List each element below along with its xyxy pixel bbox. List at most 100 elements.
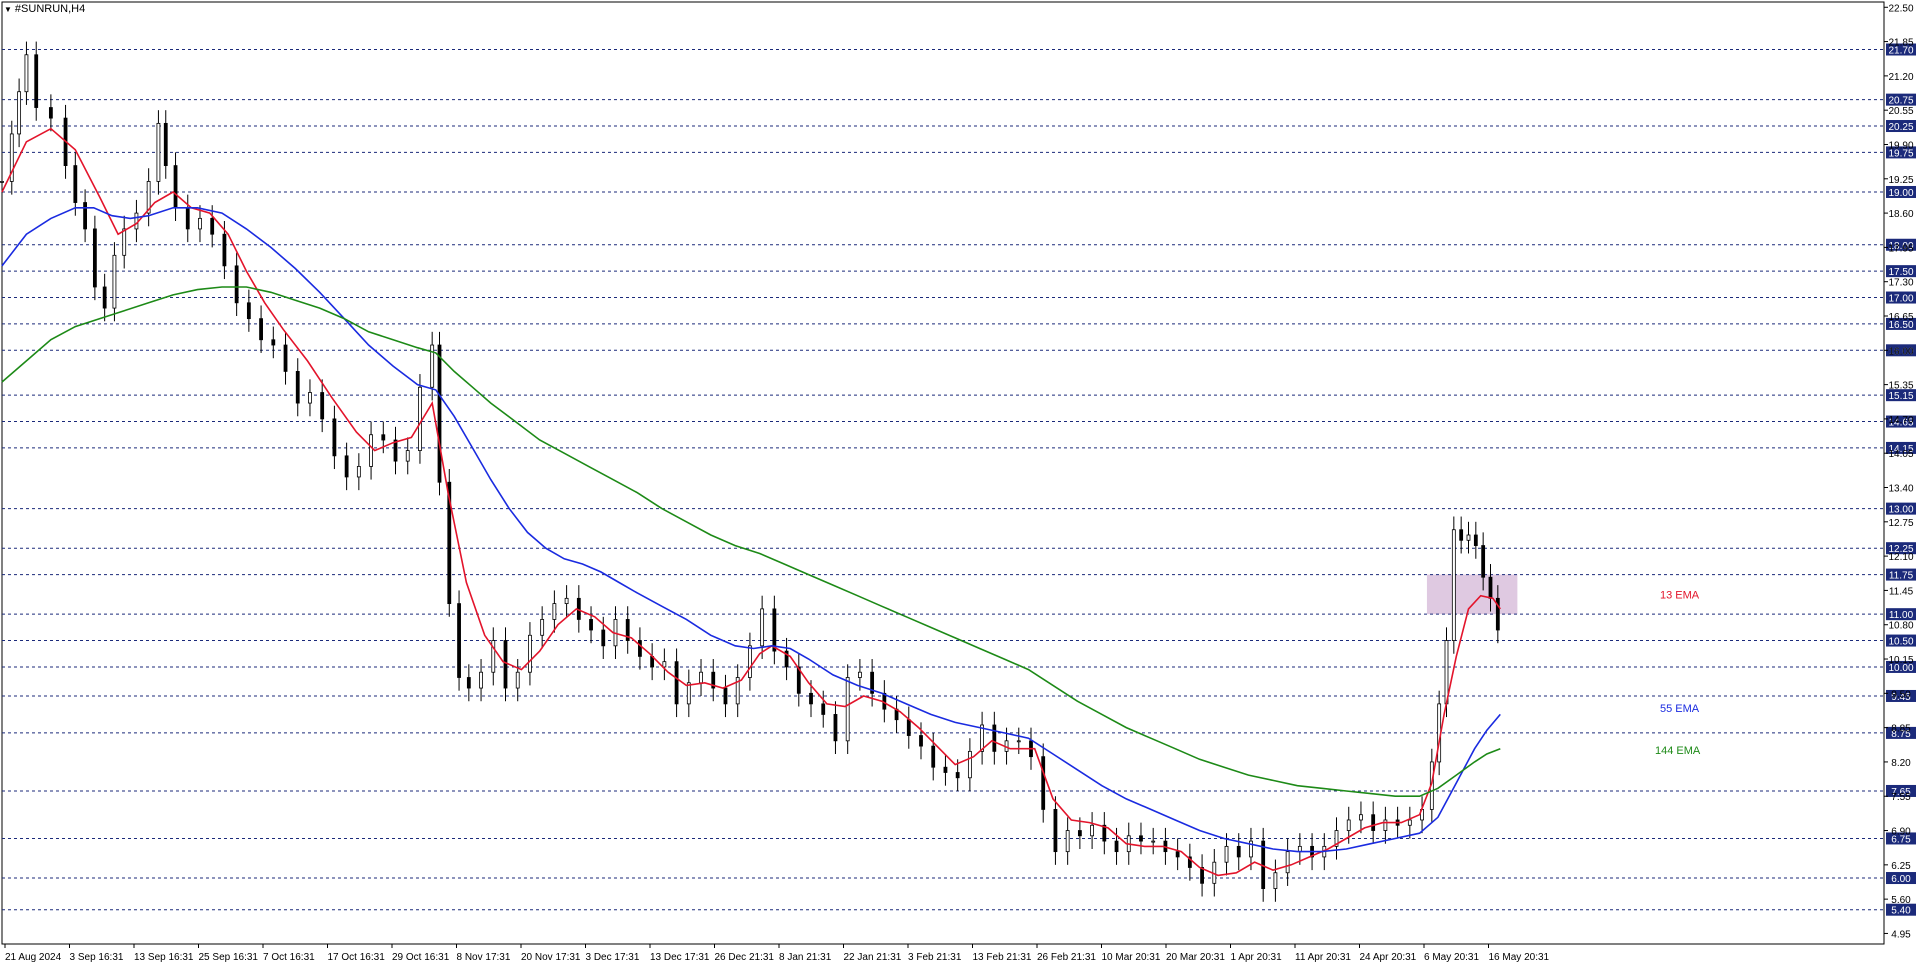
candle-body bbox=[1200, 867, 1204, 884]
y-tick-label: 16.00 bbox=[1888, 346, 1913, 357]
candle-body bbox=[1383, 819, 1388, 831]
y-tick-label: 11.45 bbox=[1889, 586, 1914, 597]
candle-body bbox=[943, 766, 948, 773]
level-tag bbox=[1886, 689, 1916, 702]
resistance-zone bbox=[1426, 574, 1518, 615]
level-tag-label: 17.50 bbox=[1888, 267, 1913, 278]
x-tick-label: 20 Mar 20:31 bbox=[1166, 952, 1225, 963]
level-tag bbox=[1886, 185, 1916, 198]
candle-body bbox=[503, 640, 508, 689]
candle-body bbox=[271, 339, 276, 346]
candle-body bbox=[122, 228, 127, 256]
candle-body bbox=[760, 608, 765, 647]
level-tag bbox=[1886, 872, 1916, 885]
candle-body bbox=[992, 724, 997, 752]
level-tag bbox=[1886, 608, 1916, 621]
level-tag-label: 9.45 bbox=[1891, 692, 1911, 703]
candle-body bbox=[457, 603, 461, 678]
y-tick-label: 17.30 bbox=[1888, 278, 1913, 289]
candle-body bbox=[34, 54, 39, 108]
y-tick-label: 10.15 bbox=[1888, 655, 1913, 666]
candle-body bbox=[17, 91, 22, 135]
y-tick-label: 14.70 bbox=[1888, 415, 1913, 426]
ema-label: 13 EMA bbox=[1660, 589, 1700, 601]
candle-body bbox=[711, 671, 716, 689]
level-tag-label: 19.00 bbox=[1888, 188, 1913, 199]
candle-body bbox=[845, 677, 850, 742]
y-tick-label: 5.60 bbox=[1891, 895, 1911, 906]
candle-body bbox=[112, 254, 117, 309]
candle-body bbox=[479, 671, 483, 689]
candle-body bbox=[1224, 845, 1229, 863]
candle-body bbox=[980, 724, 985, 752]
level-tag-label: 17.00 bbox=[1888, 294, 1913, 305]
level-tag-label: 18.00 bbox=[1888, 241, 1913, 252]
level-tag-label: 10.50 bbox=[1888, 637, 1913, 648]
level-tag-label: 20.25 bbox=[1888, 122, 1913, 133]
x-tick-label: 25 Sep 16:31 bbox=[199, 952, 259, 963]
candle-body bbox=[1459, 529, 1464, 541]
candle-body bbox=[540, 619, 545, 636]
y-tick-label: 8.20 bbox=[1891, 758, 1911, 769]
candle-body bbox=[686, 682, 691, 705]
level-tag-label: 14.65 bbox=[1888, 418, 1913, 429]
candle-body bbox=[1065, 830, 1070, 853]
candle-body bbox=[1077, 830, 1082, 837]
level-tag-label: 13.00 bbox=[1888, 505, 1913, 516]
ema-line bbox=[1, 127, 1501, 877]
level-tag bbox=[1886, 389, 1916, 402]
candle-body bbox=[1016, 740, 1021, 743]
level-tag bbox=[1886, 120, 1916, 133]
level-tag bbox=[1886, 441, 1916, 454]
candle-body bbox=[185, 207, 190, 230]
candle-body bbox=[134, 212, 139, 230]
y-tick-label: 13.40 bbox=[1888, 484, 1913, 495]
y-tick-label: 21.20 bbox=[1888, 72, 1913, 83]
candle-body bbox=[784, 650, 789, 668]
x-tick-label: 26 Dec 21:31 bbox=[715, 952, 775, 963]
candle-body bbox=[967, 750, 972, 779]
level-tag bbox=[1886, 317, 1916, 330]
x-tick-label: 3 Feb 21:31 bbox=[908, 952, 962, 963]
candle-body bbox=[381, 434, 386, 441]
x-tick-label: 21 Aug 2024 bbox=[5, 952, 62, 963]
candle-body bbox=[1481, 545, 1486, 578]
y-tick-label: 18.60 bbox=[1888, 209, 1913, 220]
level-tag-label: 14.15 bbox=[1888, 444, 1913, 455]
x-tick-label: 10 Mar 20:31 bbox=[1102, 952, 1161, 963]
candle-body bbox=[1041, 756, 1046, 810]
level-tag bbox=[1886, 502, 1916, 515]
candle-body bbox=[234, 265, 239, 304]
level-tag bbox=[1886, 93, 1916, 106]
candle-body bbox=[662, 661, 667, 668]
candle-body bbox=[1466, 534, 1471, 541]
y-tick-label: 14.05 bbox=[1888, 449, 1913, 460]
x-tick-label: 22 Jan 21:31 bbox=[844, 952, 902, 963]
candle-body bbox=[857, 671, 862, 678]
candle-body bbox=[73, 165, 78, 203]
candle-body bbox=[735, 677, 740, 705]
candle-body bbox=[405, 450, 410, 462]
plot-frame bbox=[1, 1, 1885, 945]
candle-body bbox=[369, 434, 373, 467]
candle-body bbox=[344, 455, 349, 478]
candle-body bbox=[156, 122, 161, 182]
candle-body bbox=[833, 714, 838, 742]
candle-body bbox=[589, 619, 593, 631]
candle-body bbox=[1451, 529, 1456, 641]
candle-body bbox=[1090, 824, 1094, 837]
candle-body bbox=[146, 181, 151, 214]
y-tick-label: 10.80 bbox=[1888, 621, 1913, 632]
y-tick-label: 4.95 bbox=[1891, 929, 1911, 940]
y-tick-label: 20.55 bbox=[1888, 106, 1913, 117]
candle-body bbox=[625, 619, 630, 641]
dropdown-arrow-icon[interactable]: ▼ bbox=[4, 4, 12, 14]
candle-body bbox=[163, 122, 168, 166]
candle-body bbox=[393, 439, 398, 462]
candle-body bbox=[931, 745, 936, 768]
level-tag bbox=[1886, 43, 1916, 56]
level-tag-label: 5.40 bbox=[1891, 906, 1911, 917]
x-tick-label: 26 Feb 21:31 bbox=[1037, 952, 1096, 963]
